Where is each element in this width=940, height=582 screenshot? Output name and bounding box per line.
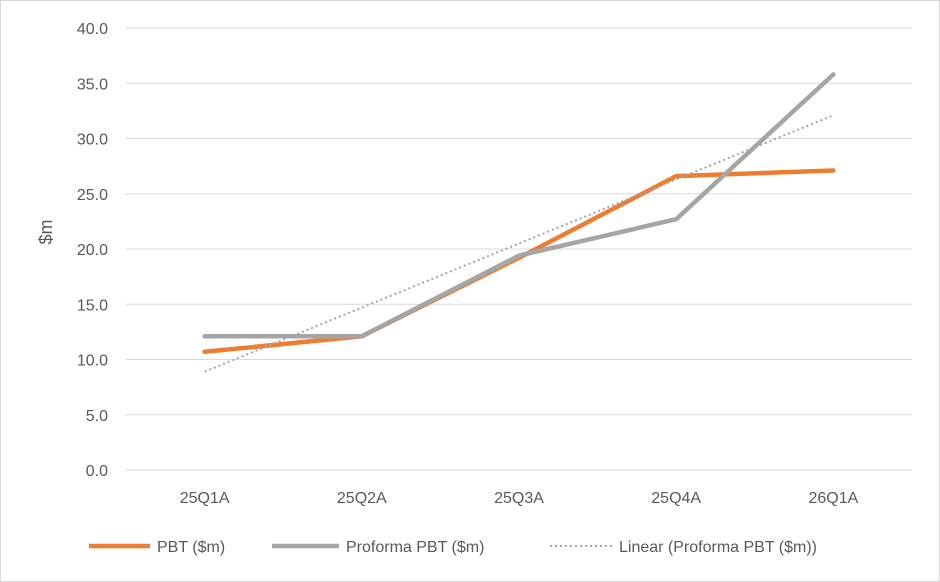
x-tick-label: 25Q4A xyxy=(651,490,701,507)
x-tick-label: 25Q1A xyxy=(180,490,230,507)
legend-label: Proforma PBT ($m) xyxy=(346,539,484,556)
series-lines xyxy=(202,72,836,373)
gridlines xyxy=(126,27,912,471)
legend-item-proforma-pbt: Proforma PBT ($m) xyxy=(272,539,484,556)
x-tick-label: 25Q3A xyxy=(494,490,544,507)
y-tick-label: 40.0 xyxy=(77,21,108,38)
y-axis-tick-labels: 0.0 5.0 10.0 15.0 20.0 25.0 30.0 35.0 40.0 xyxy=(77,21,108,480)
trendline-linear-proforma-pbt xyxy=(204,114,834,373)
x-tick-label: 25Q2A xyxy=(337,490,387,507)
y-tick-label: 20.0 xyxy=(77,242,108,259)
y-tick-label: 0.0 xyxy=(86,463,108,480)
y-tick-label: 30.0 xyxy=(77,132,108,149)
y-tick-label: 5.0 xyxy=(86,408,108,425)
y-tick-label: 10.0 xyxy=(77,353,108,370)
series-line-proforma-pbt xyxy=(202,72,836,339)
legend-label: PBT ($m) xyxy=(157,539,225,556)
y-tick-label: 25.0 xyxy=(77,187,108,204)
y-tick-label: 35.0 xyxy=(77,76,108,93)
x-axis-tick-labels: 25Q1A 25Q2A 25Q3A 25Q4A 26Q1A xyxy=(180,490,859,507)
legend: PBT ($m) Proforma PBT ($m) Linear (Proform… xyxy=(89,539,817,556)
series-line-pbt xyxy=(202,168,836,355)
legend-label: Linear (Proforma PBT ($m)) xyxy=(619,539,817,556)
y-axis-title: $m xyxy=(36,219,56,244)
legend-item-linear-trendline: Linear (Proforma PBT ($m)) xyxy=(550,539,817,556)
x-tick-label: 26Q1A xyxy=(808,490,858,507)
y-tick-label: 15.0 xyxy=(77,297,108,314)
legend-item-pbt: PBT ($m) xyxy=(89,539,225,556)
